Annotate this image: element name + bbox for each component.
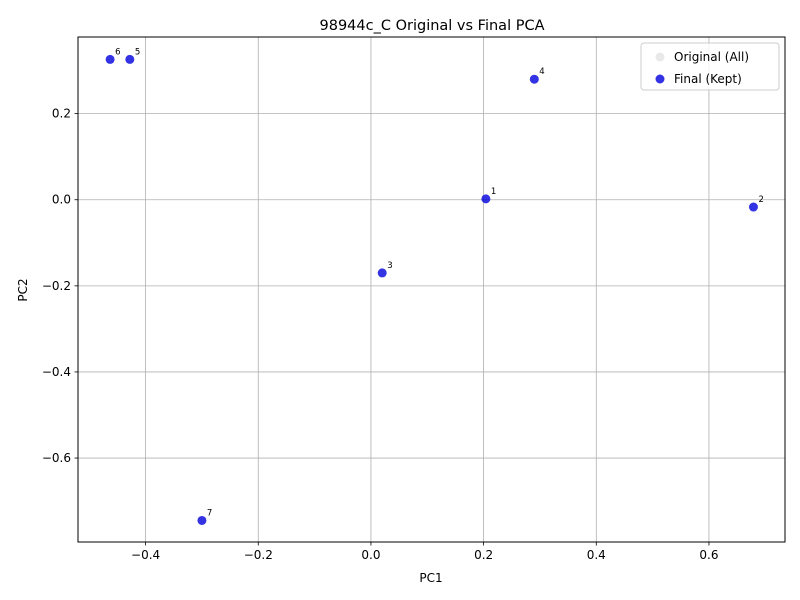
legend: Original (All) Final (Kept) — [640, 42, 780, 91]
plot-frame — [77, 36, 786, 543]
x-axis-label: PC1 — [419, 571, 442, 585]
x-tick-label: 0.0 — [361, 548, 380, 562]
y-axis-label: PC2 — [16, 278, 30, 301]
point-label: 5 — [135, 47, 140, 57]
legend-marker-final — [655, 74, 665, 84]
point-label: 2 — [758, 195, 763, 205]
x-tick-label: 0.2 — [474, 548, 493, 562]
x-tick-label: −0.4 — [131, 548, 160, 562]
point-label: 1 — [491, 187, 496, 197]
data-point — [481, 194, 491, 204]
data-point — [377, 268, 387, 278]
x-tick-label: −0.2 — [244, 548, 273, 562]
grid — [78, 37, 785, 542]
data-point — [105, 54, 115, 64]
y-tick-label: 0.0 — [52, 193, 71, 207]
chart-title: 98944c_C Original vs Final PCA — [320, 18, 545, 34]
y-axis: −0.6 −0.4 −0.2 0.0 0.2 — [42, 107, 78, 465]
legend-box — [640, 42, 780, 91]
data-points: 1 2 3 4 5 6 7 — [105, 47, 764, 525]
point-label: 3 — [387, 261, 392, 271]
point-label: 6 — [115, 47, 120, 57]
y-tick-label: −0.2 — [42, 279, 71, 293]
point-label: 4 — [539, 67, 544, 77]
data-point — [748, 202, 758, 212]
legend-marker-original — [655, 52, 665, 62]
y-tick-label: 0.2 — [52, 107, 71, 121]
y-tick-label: −0.4 — [42, 365, 71, 379]
x-axis: −0.4 −0.2 0.0 0.2 0.4 0.6 — [131, 542, 718, 562]
x-tick-label: 0.6 — [699, 548, 718, 562]
legend-label-original: Original (All) — [674, 50, 749, 64]
data-point — [125, 54, 135, 64]
point-label: 7 — [207, 508, 212, 518]
data-point — [197, 515, 207, 525]
y-tick-label: −0.6 — [42, 451, 71, 465]
legend-label-final: Final (Kept) — [674, 72, 742, 86]
data-point — [529, 74, 539, 84]
x-tick-label: 0.4 — [587, 548, 606, 562]
